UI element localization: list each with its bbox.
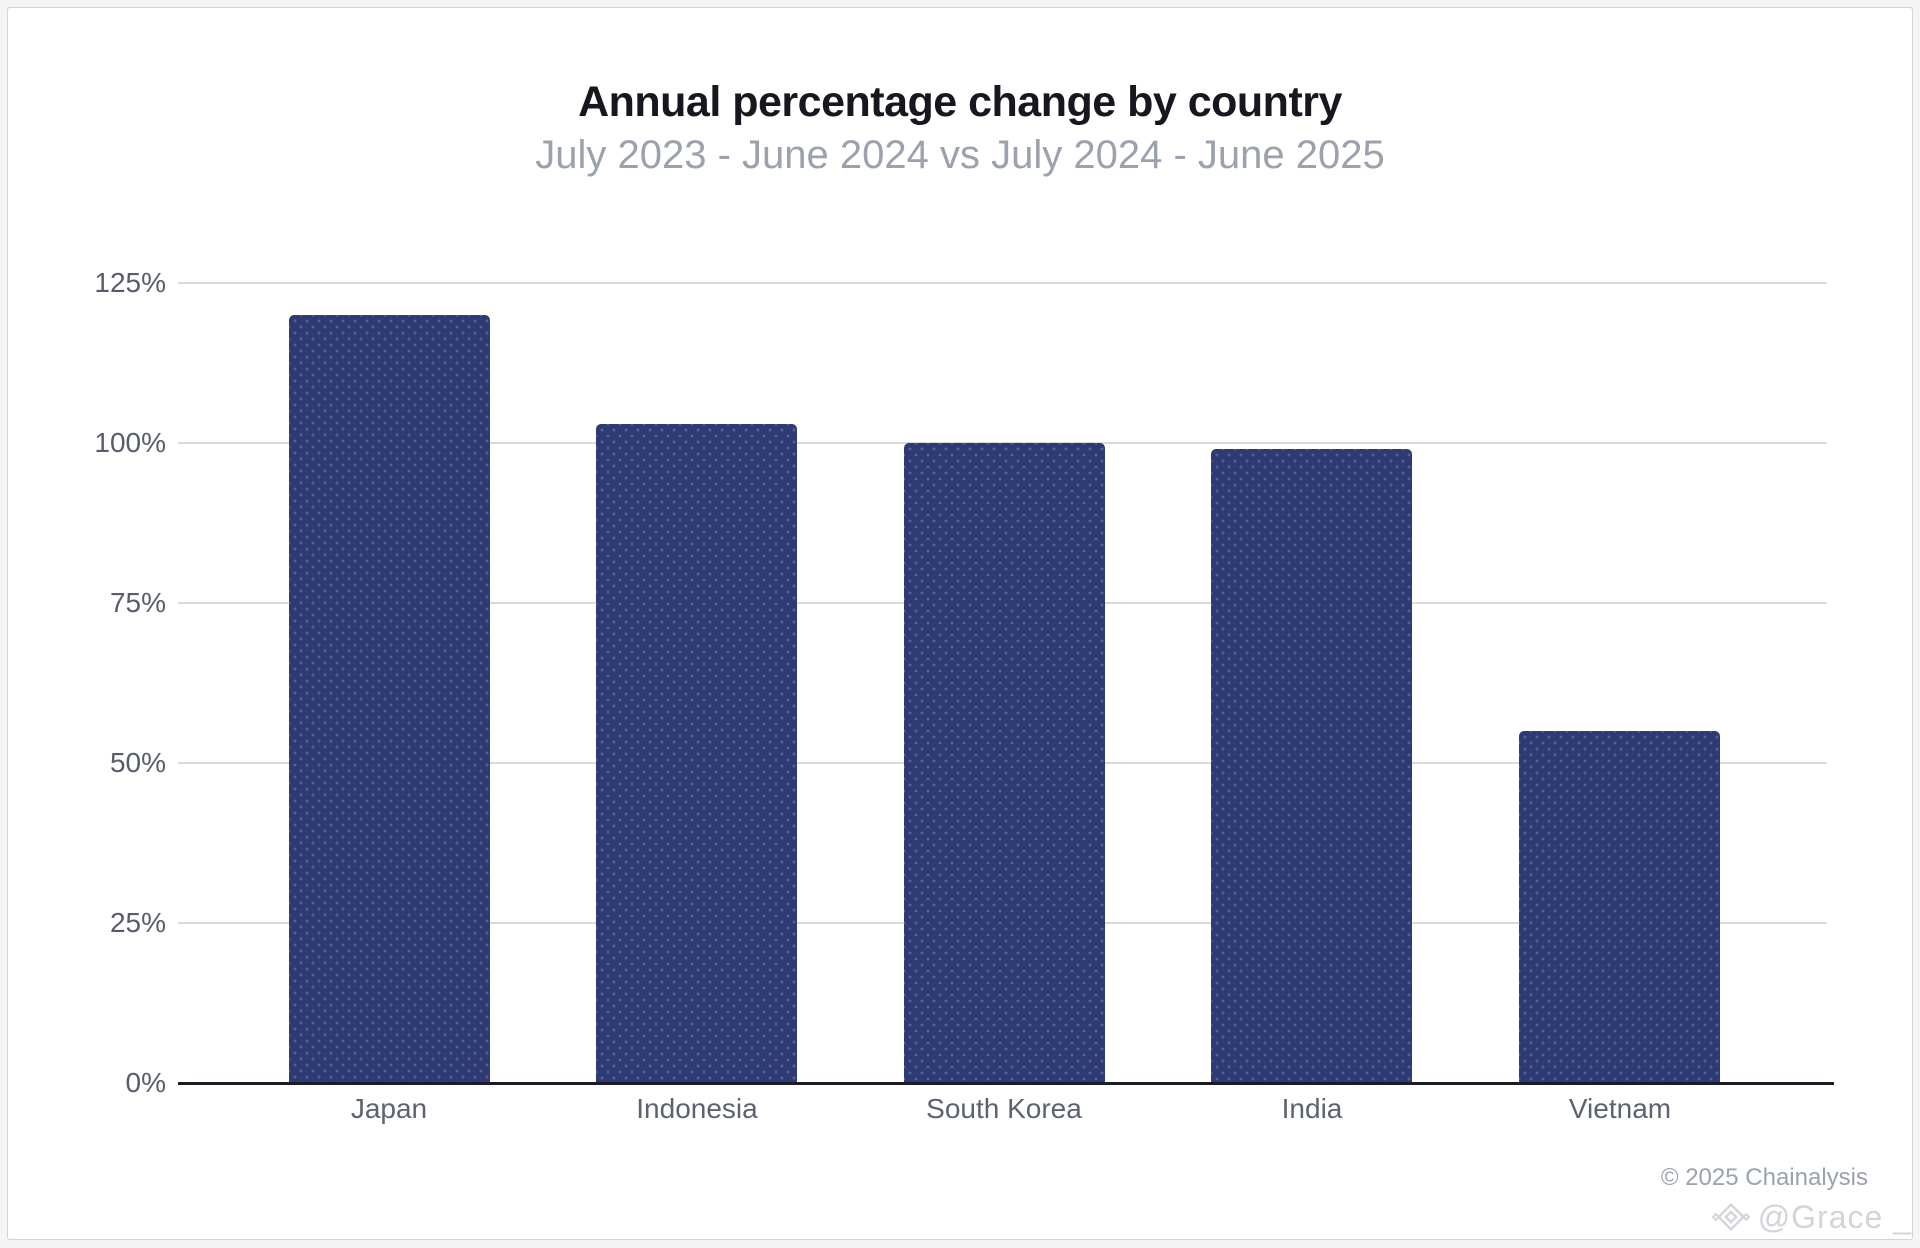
diamond-logo-icon xyxy=(1711,1202,1750,1232)
x-axis-category-label: South Korea xyxy=(926,1093,1082,1124)
x-axis-category-label: Japan xyxy=(350,1093,428,1124)
x-axis-line xyxy=(178,1082,1834,1085)
bar-vietnam xyxy=(1519,731,1720,1083)
bar-indonesia xyxy=(596,424,797,1083)
copyright-attribution: © 2025 Chainalysis xyxy=(1660,1164,1868,1191)
y-axis-tick-label: 25% xyxy=(109,907,166,938)
y-axis-tick-label: 50% xyxy=(109,747,166,778)
bar-india xyxy=(1211,449,1412,1083)
chart-subtitle: July 2023 - June 2024 vs July 2024 - Jun… xyxy=(535,133,1385,177)
y-axis-tick-label: 0% xyxy=(125,1067,166,1098)
x-axis-category-label: Indonesia xyxy=(636,1093,758,1124)
y-axis-tick-label: 125% xyxy=(94,267,166,298)
bar-south-korea xyxy=(904,443,1105,1083)
bar-japan xyxy=(289,315,490,1083)
x-axis-category-label: India xyxy=(1281,1093,1343,1124)
y-axis-tick-label: 100% xyxy=(94,427,166,458)
y-axis-tick-label: 75% xyxy=(109,587,166,618)
y-gridline xyxy=(178,282,1827,284)
watermark: @Grace _ xyxy=(1711,1198,1912,1236)
watermark-handle: @Grace _ xyxy=(1757,1198,1912,1235)
chart-title: Annual percentage change by country xyxy=(578,78,1342,126)
x-axis-category-label: Vietnam xyxy=(1568,1093,1672,1124)
